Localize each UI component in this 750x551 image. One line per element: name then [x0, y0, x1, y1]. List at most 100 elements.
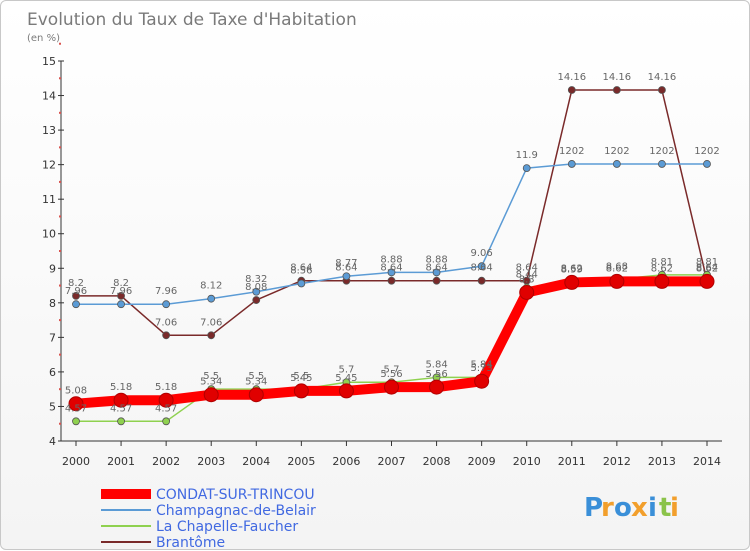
data-label: 8.59	[561, 264, 583, 275]
data-label: 5.5	[203, 371, 219, 382]
data-label: 11.9	[516, 150, 538, 161]
y-minor-mark	[59, 111, 61, 114]
legend-swatch	[101, 489, 151, 499]
data-point	[699, 273, 715, 289]
legend-label: La Chapelle-Faucher	[156, 519, 298, 535]
data-point	[658, 86, 666, 94]
y-minor-mark	[59, 388, 61, 391]
data-label: 14.16	[557, 72, 586, 83]
data-point	[293, 383, 309, 399]
data-point	[342, 272, 351, 281]
data-point	[162, 300, 171, 309]
data-label: 4.57	[110, 403, 132, 414]
data-point	[522, 164, 531, 172]
data-point	[72, 292, 80, 300]
data-point	[519, 284, 535, 300]
logo-letter: i	[648, 493, 657, 523]
logo-letter: t	[659, 493, 671, 523]
logo-letter: i	[670, 493, 679, 523]
y-minor-mark	[59, 42, 61, 45]
x-tick-label: 2007	[378, 455, 406, 468]
legend: CONDAT-SUR-TRINCOUChampagnac-de-BelairLa…	[101, 487, 316, 551]
legend-swatch	[101, 541, 151, 543]
data-point	[252, 296, 261, 304]
data-point	[612, 86, 621, 94]
data-label: 8.2	[113, 278, 129, 289]
data-label: 14.16	[648, 72, 677, 83]
data-label: 5.45	[335, 373, 357, 384]
x-tick-label: 2006	[332, 455, 360, 468]
x-tick-label: 2001	[107, 455, 135, 468]
data-point	[658, 160, 666, 168]
y-minor-mark	[59, 353, 61, 356]
y-tick-label: 13	[42, 124, 56, 137]
data-label: 8.88	[380, 254, 402, 265]
data-label: 7.96	[110, 286, 132, 297]
legend-label: Champagnac-de-Belair	[156, 503, 316, 519]
y-tick-label: 15	[42, 55, 56, 68]
data-label: 5.18	[155, 382, 177, 393]
data-point	[612, 160, 621, 168]
data-label: 8.2	[68, 278, 84, 289]
axes: 4 5 6 7 8 9 10 11 12 13 14 15 2000 2001 2002 2003 2004 20…	[42, 42, 722, 468]
x-tick-label: 2014	[693, 455, 721, 468]
data-point	[387, 268, 396, 277]
y-tick-label: 4	[49, 435, 56, 448]
data-label: 8.64	[380, 263, 402, 274]
data-point	[117, 300, 125, 309]
data-label: 8.3	[519, 274, 535, 285]
legend-swatch	[101, 525, 151, 527]
data-label: 8.77	[335, 258, 357, 269]
data-label: 5.08	[65, 386, 87, 397]
data-label: 8.81	[651, 257, 673, 268]
data-point	[387, 276, 396, 285]
data-label: 7.96	[155, 286, 177, 297]
data-label: 4.57	[155, 403, 177, 414]
data-label: 8.64	[425, 263, 447, 274]
data-label: 8.64	[471, 263, 493, 274]
x-tick-label: 2009	[468, 455, 496, 468]
data-point	[252, 287, 261, 296]
data-label: 8.81	[696, 257, 718, 268]
data-label: 9.06	[471, 248, 493, 259]
y-tick-label: 14	[42, 90, 56, 103]
data-label: 5.84	[425, 359, 447, 370]
data-label: 5.7	[338, 364, 354, 375]
data-point	[567, 86, 576, 94]
data-point	[384, 379, 399, 395]
data-label: 5.18	[110, 382, 132, 393]
proxiti-logo: Pr o x i ti	[584, 493, 679, 523]
data-label: 8.44	[516, 270, 538, 281]
data-label: 5.45	[290, 373, 312, 384]
data-label: 5.5	[248, 371, 264, 382]
data-label: 5.5	[293, 371, 309, 382]
data-label: 8.64	[516, 263, 538, 274]
x-tick-label: 2011	[558, 455, 586, 468]
y-minor-mark	[59, 319, 61, 322]
data-label: 8.88	[425, 254, 447, 265]
data-label: 8.62	[561, 263, 583, 274]
logo-letter: x	[631, 493, 648, 523]
x-tick-label: 2003	[197, 455, 225, 468]
data-point	[297, 279, 306, 288]
y-tick-label: 9	[49, 262, 56, 275]
legend-swatch	[101, 509, 151, 511]
data-label: 8.12	[200, 281, 222, 292]
data-label: 7.96	[65, 286, 87, 297]
x-tick-label: 2013	[648, 455, 676, 468]
data-point	[654, 273, 670, 289]
data-label: 8.64	[290, 263, 312, 274]
x-tick-label: 2005	[287, 455, 315, 468]
data-label: 5.84	[471, 359, 493, 370]
data-point	[117, 292, 125, 300]
data-label: 5.56	[380, 369, 402, 380]
data-label: 1202	[559, 146, 584, 157]
data-label: 4.57	[65, 403, 87, 414]
data-point	[474, 373, 490, 389]
x-tick-label: 2012	[603, 455, 631, 468]
x-tick-label: 2002	[152, 455, 180, 468]
logo-letter: P	[584, 493, 603, 523]
data-point	[207, 331, 216, 340]
data-label: 1202	[649, 146, 674, 157]
data-point	[567, 160, 576, 168]
